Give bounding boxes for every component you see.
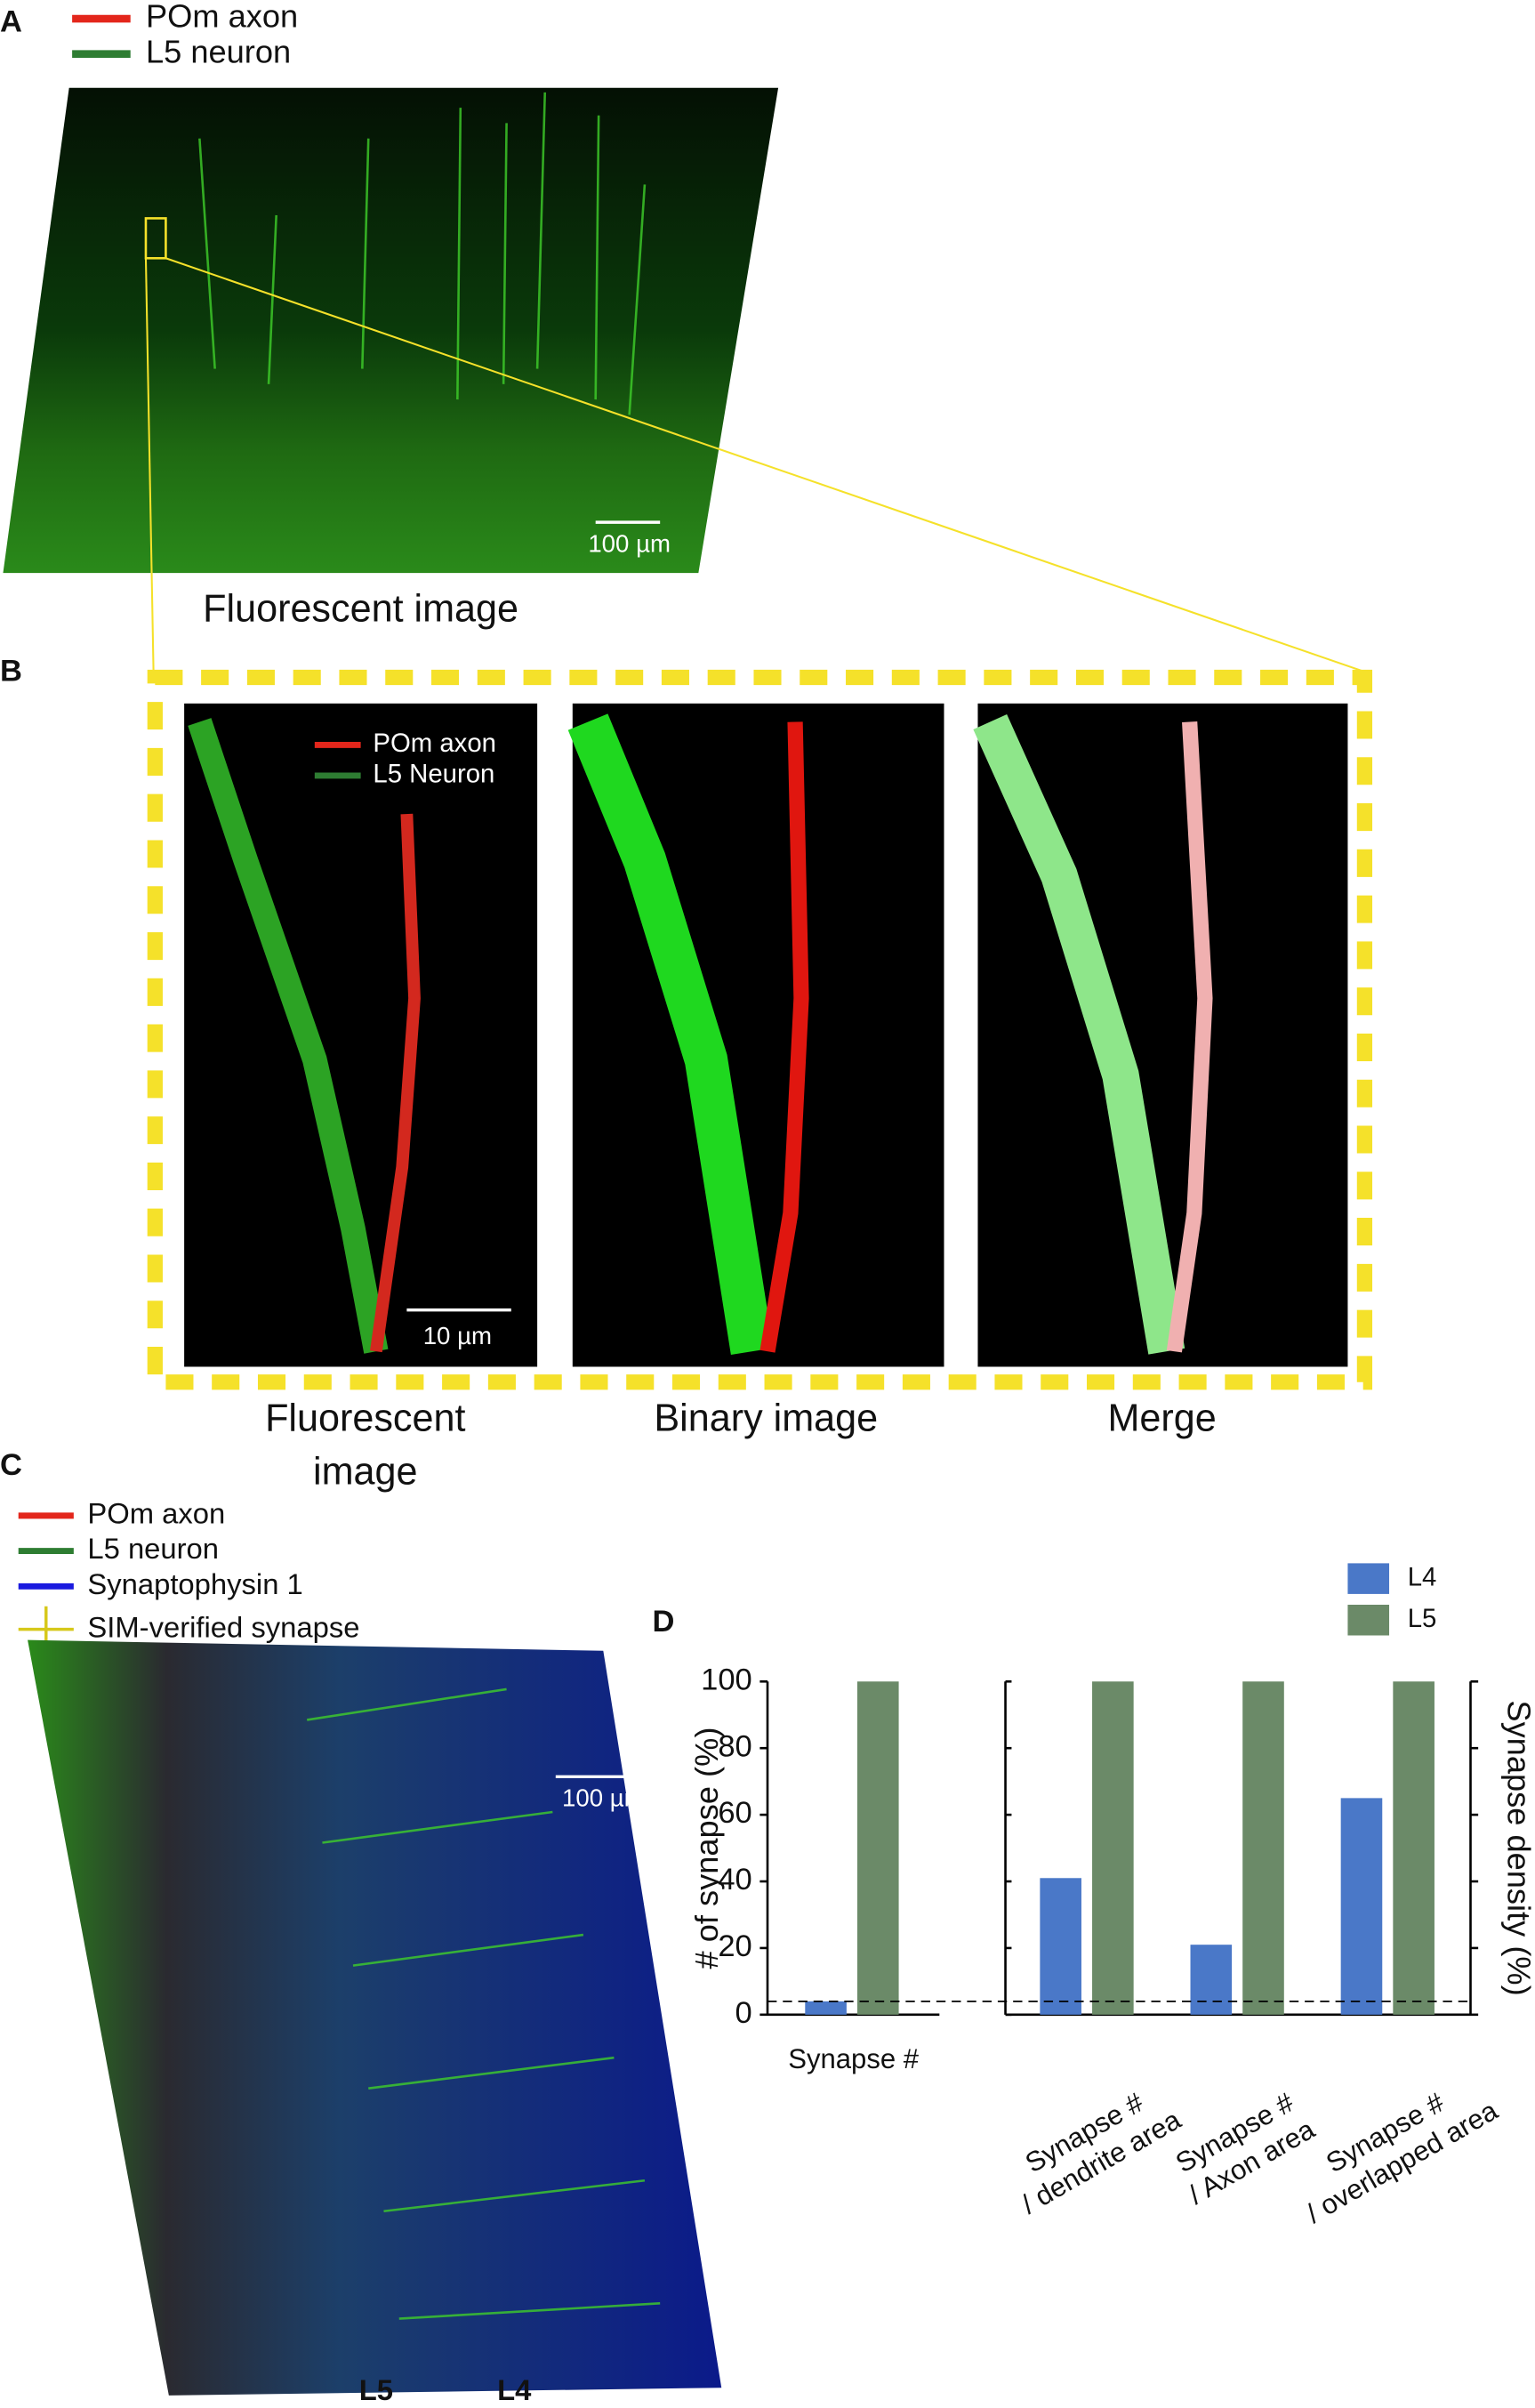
caption: Fluorescent image	[203, 588, 518, 631]
layer-label: L5	[359, 2373, 393, 2406]
fluorescent-image	[28, 1639, 722, 2396]
scale-bar-text: 100 µm	[562, 1784, 645, 1811]
panel-label: C	[0, 1448, 22, 1482]
y-tick-label: 60	[718, 1796, 751, 1830]
caption: image	[313, 1451, 418, 1494]
caption: Fluorescent	[265, 1397, 465, 1439]
bar	[1340, 1798, 1383, 2015]
legend-swatch	[1347, 1604, 1390, 1636]
y-tick-label: 40	[718, 1863, 751, 1897]
y-tick-label: 80	[718, 1729, 751, 1763]
dendrite	[973, 714, 1185, 1355]
panel-label: B	[0, 654, 22, 688]
legend-text: POm axon	[87, 1497, 225, 1530]
image-texture	[307, 1687, 661, 2320]
legend-text: L5	[1408, 1604, 1437, 1633]
bar	[1040, 1878, 1081, 2015]
bar	[1092, 1681, 1134, 2015]
panel-label: A	[0, 4, 22, 38]
layer-label: L4	[497, 2373, 532, 2406]
bar	[856, 1681, 899, 2015]
y-tick-label: 0	[735, 1996, 752, 2030]
legend-text: L5 neuron	[146, 33, 291, 69]
fluorescent-image	[3, 87, 779, 574]
legend-text: Synaptophysin 1	[87, 1567, 302, 1600]
legend-text: SIM-verified synapse	[87, 1610, 359, 1643]
zoom-line	[144, 258, 155, 672]
legend-text: L4	[1408, 1562, 1437, 1591]
legend-text: L5 neuron	[87, 1532, 219, 1565]
scale-bar-text: 100 µm	[588, 529, 671, 557]
y-axis-title: # of synapse (%)	[688, 1727, 725, 1969]
zoom-frame	[147, 669, 1373, 1390]
x-tick-label: Synapse #	[788, 2043, 919, 2074]
legend-text: L5 Neuron	[373, 760, 494, 789]
legend-swatch	[1347, 1563, 1390, 1594]
y-tick-label: 100	[701, 1663, 752, 1696]
zoom-box	[144, 217, 167, 260]
y2-axis-title: Synapse density (%)	[1501, 1700, 1535, 1995]
zoom-line	[165, 257, 1364, 672]
y-tick-label: 20	[718, 1929, 751, 1963]
image-texture	[198, 92, 647, 415]
bar	[805, 2001, 847, 2015]
axon	[370, 813, 421, 1353]
axon	[759, 721, 809, 1353]
legend-text: POm axon	[373, 729, 496, 758]
caption: Binary image	[654, 1397, 878, 1439]
caption: Merge	[1107, 1397, 1216, 1439]
bar	[1393, 1681, 1435, 2015]
bar	[1242, 1681, 1284, 2015]
panel-label: D	[653, 1605, 675, 1639]
scale-bar-text: 10 µm	[423, 1322, 492, 1349]
axon	[1166, 721, 1213, 1353]
dendrite	[188, 718, 389, 1354]
legend-text: POm axon	[146, 0, 298, 35]
dendrite	[567, 713, 774, 1355]
bar	[1190, 1945, 1233, 2015]
